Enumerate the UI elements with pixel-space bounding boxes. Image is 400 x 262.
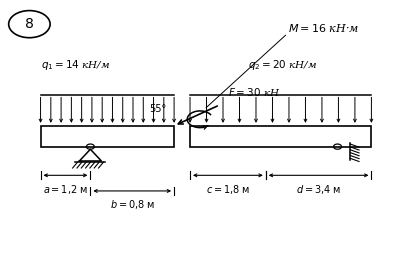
Text: 55°: 55° bbox=[149, 104, 166, 114]
Text: $a = 1{,}2$ м: $a = 1{,}2$ м bbox=[43, 183, 88, 196]
Bar bbox=[190, 126, 372, 147]
Text: $q_2 = 20$ кН/м: $q_2 = 20$ кН/м bbox=[248, 58, 317, 72]
Text: $b = 0{,}8$ м: $b = 0{,}8$ м bbox=[110, 198, 155, 211]
Text: $F = 30$ кН: $F = 30$ кН bbox=[228, 86, 280, 98]
Text: 8: 8 bbox=[25, 17, 34, 31]
Text: $q_1 = 14$ кН/м: $q_1 = 14$ кН/м bbox=[40, 58, 110, 72]
Text: $d = 3{,}4$ м: $d = 3{,}4$ м bbox=[296, 183, 341, 196]
Bar bbox=[40, 126, 174, 147]
Text: $M = 16$ кН·м: $M = 16$ кН·м bbox=[288, 22, 359, 34]
Text: $c = 1{,}8$ м: $c = 1{,}8$ м bbox=[206, 183, 250, 196]
